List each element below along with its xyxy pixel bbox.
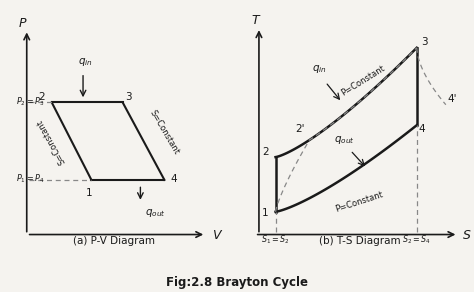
Text: Fig:2.8 Brayton Cycle: Fig:2.8 Brayton Cycle xyxy=(166,276,308,289)
Text: V: V xyxy=(212,229,221,242)
Text: (b) T-S Diagram: (b) T-S Diagram xyxy=(319,236,401,246)
Text: S=Constant: S=Constant xyxy=(35,117,67,165)
Text: P=Constant: P=Constant xyxy=(334,190,384,214)
Text: $P_2=P_3$: $P_2=P_3$ xyxy=(16,95,45,107)
Text: 2': 2' xyxy=(296,124,305,134)
Text: 3: 3 xyxy=(126,92,132,102)
Text: S: S xyxy=(463,229,470,242)
Text: P: P xyxy=(19,17,27,30)
Text: T: T xyxy=(251,14,259,27)
Text: 1: 1 xyxy=(262,208,268,218)
Text: $S_2=S_4$: $S_2=S_4$ xyxy=(402,234,431,246)
Text: 4': 4' xyxy=(448,94,457,105)
Text: $q_{out}$: $q_{out}$ xyxy=(334,134,355,146)
Text: P=Constant: P=Constant xyxy=(339,64,386,98)
Text: 1: 1 xyxy=(86,188,92,198)
Text: 4: 4 xyxy=(171,174,177,184)
Text: 4: 4 xyxy=(419,124,426,134)
Text: $S_1=S_2$: $S_1=S_2$ xyxy=(261,234,290,246)
Text: 2: 2 xyxy=(38,92,45,102)
Text: 3: 3 xyxy=(421,37,428,48)
Text: (a) P-V Diagram: (a) P-V Diagram xyxy=(73,236,155,246)
Text: $q_{out}$: $q_{out}$ xyxy=(145,207,165,219)
Text: $q_{in}$: $q_{in}$ xyxy=(312,63,327,75)
Text: $P_1=P_4$: $P_1=P_4$ xyxy=(16,173,45,185)
Text: $q_{in}$: $q_{in}$ xyxy=(78,56,92,68)
Text: 2: 2 xyxy=(262,147,268,157)
Text: S=Constant: S=Constant xyxy=(148,108,181,156)
